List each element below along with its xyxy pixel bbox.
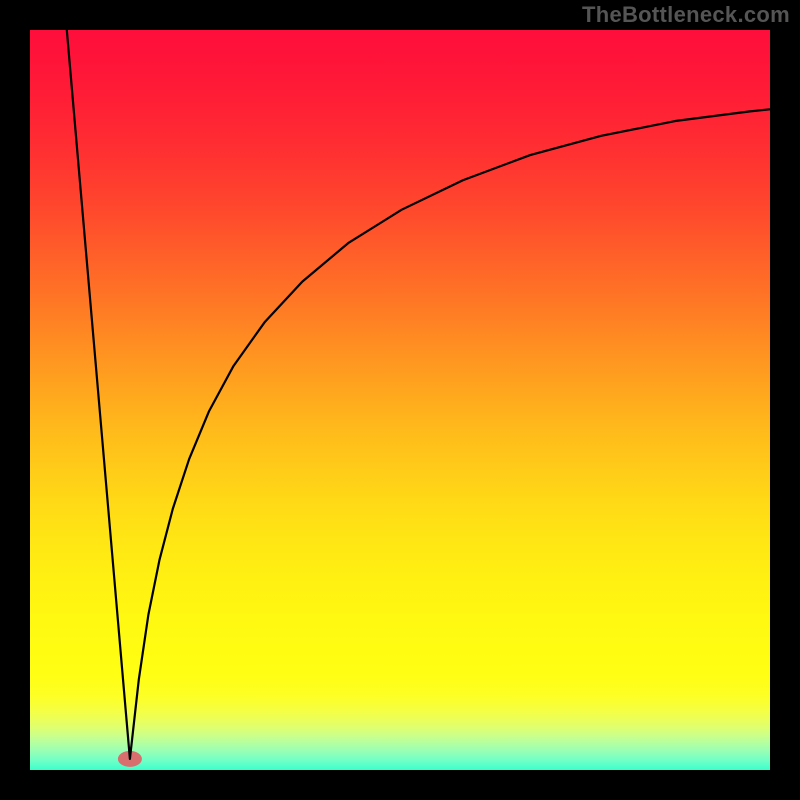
watermark-text: TheBottleneck.com	[582, 2, 790, 28]
chart-svg	[0, 0, 800, 800]
figure-container: TheBottleneck.com	[0, 0, 800, 800]
